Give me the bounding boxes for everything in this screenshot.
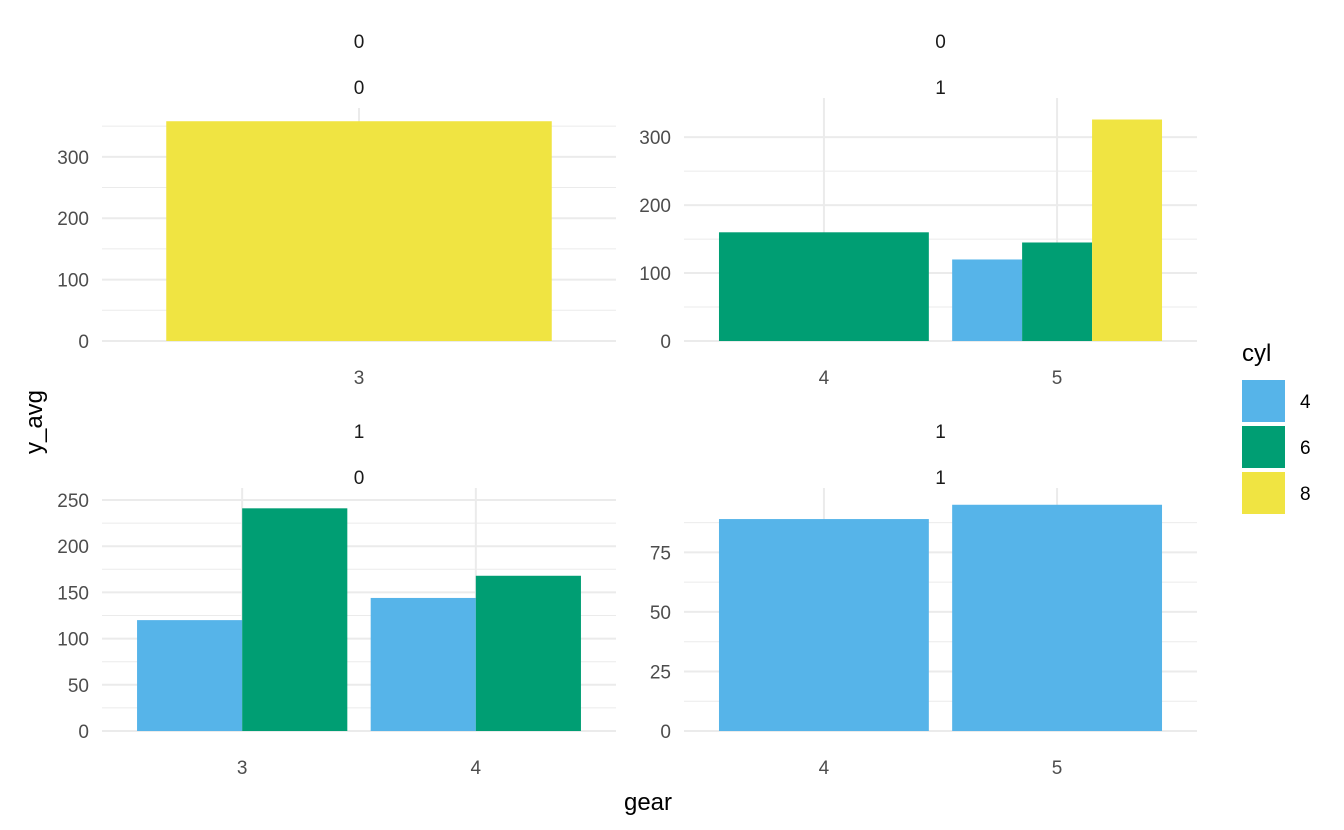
x-tick-label: 4 (471, 758, 482, 779)
bar-cyl-4-gear-4 (370, 597, 476, 731)
y-tick-label: 200 (57, 209, 89, 230)
x-tick-label: 4 (819, 368, 830, 389)
y-tick-label: 0 (660, 722, 671, 743)
x-axis-title: gear (624, 789, 672, 816)
legend-label: 6 (1300, 438, 1311, 459)
bar-cyl-8-gear-3 (166, 121, 552, 341)
y-axis-title: y_avg (21, 390, 48, 454)
facet-strip-bottom: 0 (354, 468, 365, 489)
y-tick-label: 25 (650, 662, 671, 683)
x-tick-label: 3 (354, 368, 365, 389)
x-tick-label: 5 (1052, 758, 1063, 779)
y-tick-label: 200 (639, 196, 671, 217)
facet-strip-bottom: 1 (935, 78, 946, 99)
legend-key-4 (1242, 380, 1285, 422)
legend-title: cyl (1242, 340, 1271, 367)
y-tick-label: 200 (57, 537, 89, 558)
y-tick-label: 50 (68, 676, 89, 697)
y-tick-label: 300 (639, 128, 671, 149)
y-tick-label: 100 (57, 271, 89, 292)
panel-4: 0 25 50 75 4 5 1 1 (650, 422, 1197, 779)
legend-key-6 (1242, 426, 1285, 468)
legend-label: 4 (1300, 392, 1311, 413)
bar-cyl-8-gear-5 (1092, 119, 1163, 341)
bar-cyl-6-gear-5 (1022, 242, 1093, 341)
bar-cyl-6-gear-3 (242, 508, 348, 731)
panel-3: 0 50 100 150 200 250 3 4 1 0 (57, 422, 616, 779)
bar-cyl-6-gear-4 (718, 232, 929, 341)
y-tick-label: 150 (57, 583, 89, 604)
bar-cyl-4-gear-3 (137, 620, 243, 731)
y-tick-label: 0 (660, 332, 671, 353)
panel-2: 0 100 200 300 4 5 0 1 (639, 32, 1197, 389)
legend-key-8 (1242, 472, 1285, 514)
facet-strip-top: 1 (935, 422, 946, 443)
bar-cyl-4-gear-5 (952, 504, 1163, 731)
y-tick-label: 50 (650, 603, 671, 624)
facet-strip-top: 1 (354, 422, 365, 443)
facet-strip-top: 0 (354, 32, 365, 53)
y-tick-label: 0 (78, 332, 89, 353)
facet-strip-top: 0 (935, 32, 946, 53)
legend: cyl 4 6 8 (1242, 340, 1311, 514)
x-tick-label: 5 (1052, 368, 1063, 389)
x-tick-label: 3 (237, 758, 248, 779)
facet-strip-bottom: 1 (935, 468, 946, 489)
y-tick-label: 100 (57, 630, 89, 651)
y-tick-label: 100 (639, 264, 671, 285)
y-tick-label: 0 (78, 722, 89, 743)
y-tick-label: 300 (57, 148, 89, 169)
bar-cyl-6-gear-4 (475, 575, 581, 731)
facet-strip-bottom: 0 (354, 78, 365, 99)
y-tick-label: 250 (57, 491, 89, 512)
y-tick-label: 75 (650, 543, 671, 564)
legend-label: 8 (1300, 484, 1311, 505)
x-tick-label: 4 (819, 758, 830, 779)
bar-cyl-4-gear-4 (718, 519, 929, 731)
bar-cyl-4-gear-5 (952, 259, 1023, 341)
